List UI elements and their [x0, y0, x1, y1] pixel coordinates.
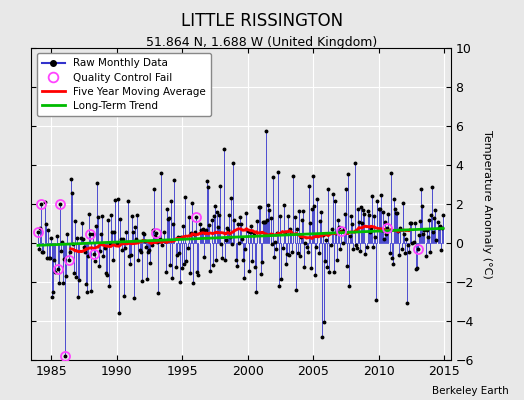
Text: 51.864 N, 1.688 W (United Kingdom): 51.864 N, 1.688 W (United Kingdom) [146, 36, 378, 49]
Legend: Raw Monthly Data, Quality Control Fail, Five Year Moving Average, Long-Term Tren: Raw Monthly Data, Quality Control Fail, … [37, 53, 211, 116]
Y-axis label: Temperature Anomaly (°C): Temperature Anomaly (°C) [482, 130, 492, 278]
Text: Berkeley Earth: Berkeley Earth [432, 386, 508, 396]
Text: LITTLE RISSINGTON: LITTLE RISSINGTON [181, 12, 343, 30]
